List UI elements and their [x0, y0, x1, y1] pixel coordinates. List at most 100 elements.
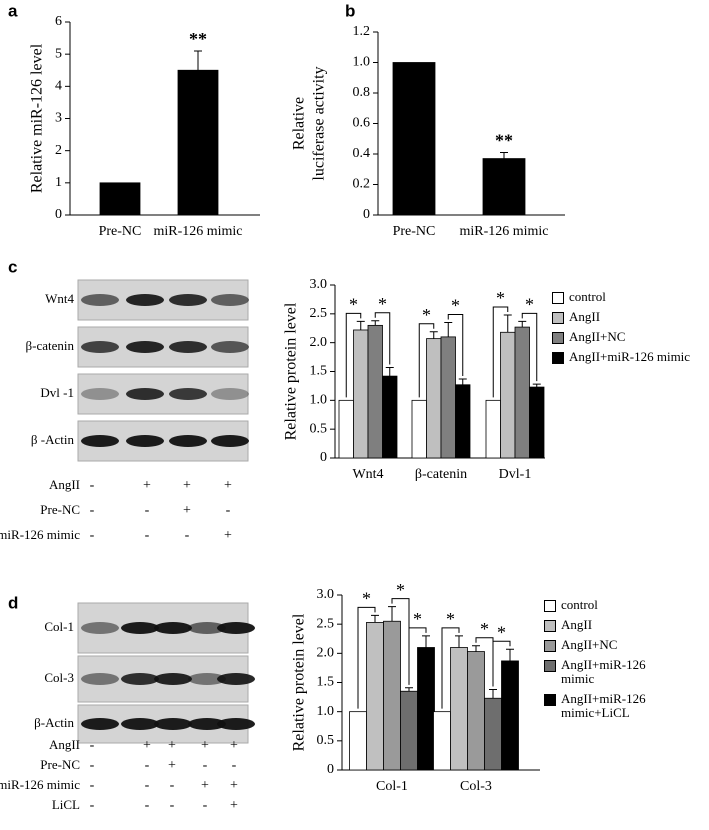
y-tick-label: 1.2: [353, 24, 371, 39]
y-tick-label: 6: [55, 14, 62, 29]
y-tick-label: 2.5: [310, 306, 328, 321]
legend-label: AngII+miR-126 mimic: [569, 349, 691, 364]
blot-band: [81, 673, 119, 685]
blot-band: [126, 294, 164, 306]
error-bar: [444, 321, 453, 337]
condition-sign: -: [90, 738, 95, 753]
blot-band: [126, 435, 164, 447]
y-tick-label: 1: [55, 175, 62, 190]
significance-mark: *: [496, 288, 505, 308]
y-axis-label: Relative protein level: [283, 302, 300, 440]
significance-mark: *: [422, 305, 431, 325]
blot-row-label: Wnt4: [45, 291, 74, 306]
y-tick-label: 0: [327, 762, 334, 777]
y-tick-label: 1.0: [310, 393, 328, 408]
y-axis-label: Relative protein level: [291, 613, 308, 751]
bar: [349, 711, 367, 771]
legend-entry: AngII: [552, 310, 709, 324]
condition-sign: -: [145, 798, 150, 813]
significance-bracket: [441, 627, 460, 709]
bar: [529, 386, 545, 459]
y-tick-label: 0.5: [317, 733, 335, 748]
condition-sign: -: [90, 758, 95, 773]
x-tick-label: Pre-NC: [99, 224, 142, 239]
error-bar: [405, 687, 413, 692]
condition-sign: -: [90, 503, 95, 518]
bar: [485, 399, 501, 459]
condition-sign: -: [90, 778, 95, 793]
condition-sign: -: [203, 758, 208, 773]
significance-bracket: [521, 312, 538, 382]
blot-row-label: Col-3: [44, 670, 74, 685]
bar: [366, 622, 384, 771]
blot-band: [169, 341, 207, 353]
condition-sign: +: [183, 503, 191, 518]
blot-band: [154, 673, 192, 685]
blot-band: [169, 388, 207, 400]
panel-label: c: [8, 257, 17, 276]
y-tick-label: 0: [320, 450, 327, 465]
x-tick-label: Col-3: [460, 779, 492, 794]
error-bar: [518, 320, 527, 328]
blot-band: [81, 435, 119, 447]
bar: [514, 326, 530, 459]
error-bar: [371, 320, 380, 326]
significance-bracket: [447, 313, 464, 376]
legend-label: control: [561, 597, 598, 612]
significance-mark: *: [497, 622, 506, 642]
legend-label: AngII: [569, 309, 601, 324]
legend-swatch: [552, 352, 564, 364]
y-axis-label: Relative miR-126 level: [29, 43, 46, 193]
bar: [450, 647, 468, 771]
blot-band: [81, 341, 119, 353]
bar: [501, 660, 519, 771]
y-tick-label: 3: [55, 111, 62, 126]
condition-sign: +: [168, 758, 176, 773]
blot-band: [121, 622, 159, 634]
y-tick-label: 4: [55, 79, 62, 94]
error-bar: [356, 320, 365, 330]
bar: [500, 331, 516, 459]
significance-mark: *: [413, 609, 422, 629]
significance-bracket: [374, 312, 391, 365]
blot-band: [169, 294, 207, 306]
bar: [367, 324, 383, 459]
condition-sign: +: [230, 778, 238, 793]
condition-sign: -: [170, 798, 175, 813]
error-bar: [458, 378, 467, 385]
bar: [382, 375, 398, 459]
y-tick-label: 2.5: [317, 616, 335, 631]
blot-band: [211, 388, 249, 400]
blot-band: [126, 388, 164, 400]
bar: [440, 336, 456, 459]
condition-label: miR-126 mimic: [0, 527, 80, 542]
significance-bracket: [408, 627, 427, 685]
condition-sign: -: [185, 528, 190, 543]
legend-entry: AngII: [544, 618, 666, 632]
significance-mark: *: [349, 294, 358, 314]
error-bar: [385, 366, 394, 377]
legend-swatch: [544, 640, 556, 652]
blot-band: [188, 622, 226, 634]
error-bar: [371, 614, 379, 623]
blot-band: [154, 718, 192, 730]
condition-sign: -: [90, 528, 95, 543]
blot-band: [126, 341, 164, 353]
legend-swatch: [544, 660, 556, 672]
condition-label: LiCL: [52, 797, 80, 812]
legend-entry: AngII+NC: [552, 330, 709, 344]
significance-bracket: [357, 606, 376, 709]
bar: [482, 158, 526, 216]
error-bar: [503, 314, 512, 333]
error-bar: [489, 689, 497, 699]
blot-band: [121, 718, 159, 730]
condition-sign: +: [224, 478, 232, 493]
blot-band: [188, 718, 226, 730]
panel-label: b: [345, 1, 355, 20]
x-tick-label: Pre-NC: [393, 224, 436, 239]
significance-mark: *: [451, 296, 460, 316]
legend-label: AngII+NC: [561, 637, 618, 652]
error-bar: [422, 635, 430, 648]
y-tick-label: 0.5: [310, 421, 328, 436]
